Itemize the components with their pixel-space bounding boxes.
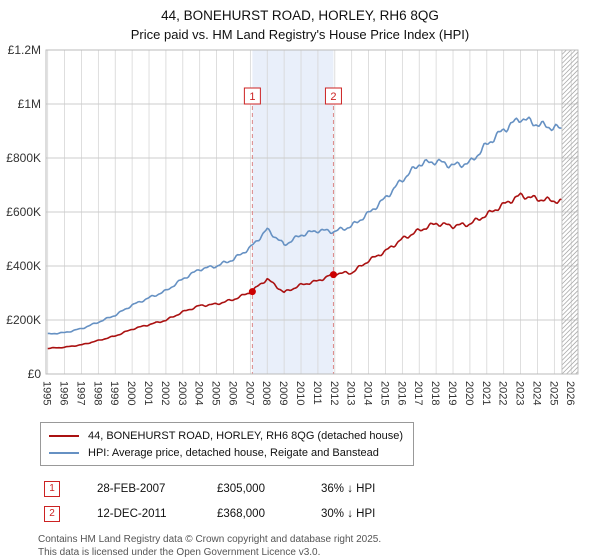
property-price-line — [47, 192, 562, 350]
x-tick-label: 2005 — [210, 381, 222, 405]
footer-line-1: Contains HM Land Registry data © Crown c… — [38, 534, 382, 546]
x-tick-label: 2023 — [514, 381, 526, 405]
x-tick-label: 2018 — [429, 381, 441, 405]
y-tick-label: £800K — [6, 151, 41, 165]
x-tick-label: 1999 — [108, 381, 120, 405]
x-tick-label: 2021 — [480, 381, 492, 405]
x-tick-label: 2019 — [446, 381, 458, 405]
chart-legend: 44, BONEHURST ROAD, HORLEY, RH6 8QG (det… — [40, 422, 415, 467]
sale-flag-box — [324, 87, 342, 105]
x-tick-label: 2026 — [564, 381, 576, 405]
sale-2-marker: 2 — [44, 505, 60, 522]
footer-line-2: This data is licensed under the Open Gov… — [38, 547, 321, 559]
y-tick-label: £600K — [6, 205, 41, 219]
sale-1-date: 28-FEB-2007 — [97, 482, 166, 495]
y-tick-label: £200K — [6, 313, 41, 327]
y-tick-label: £0 — [28, 367, 42, 381]
page-title: 44, BONEHURST ROAD, HORLEY, RH6 8QG — [161, 8, 439, 23]
x-tick-label: 2007 — [243, 381, 255, 405]
y-tick-label: £1.2M — [8, 44, 41, 57]
x-tick-label: 2006 — [226, 381, 238, 405]
x-tick-label: 2003 — [176, 381, 188, 405]
x-tick-label: 1995 — [41, 381, 53, 405]
license-footer: Contains HM Land Registry data © Crown c… — [38, 533, 600, 559]
sale-flag-box — [243, 87, 261, 105]
x-tick-label: 2015 — [378, 381, 390, 405]
x-tick-label: 2011 — [311, 381, 323, 405]
sale-1-price: £305,000 — [217, 482, 265, 495]
sale-flag-number: 2 — [330, 91, 336, 103]
x-tick-label: 2008 — [260, 381, 272, 405]
page-subtitle: Price paid vs. HM Land Registry's House … — [130, 26, 470, 42]
sale-point-marker — [329, 271, 337, 279]
x-tick-label: 2016 — [395, 381, 407, 405]
x-tick-label: 2014 — [362, 381, 374, 405]
x-tick-label: 2001 — [142, 381, 154, 405]
y-tick-label: £400K — [6, 259, 41, 273]
x-tick-label: 2004 — [193, 381, 205, 405]
sale-annotations: 1 28-FEB-2007 £305,000 36% ↓ HPI 2 12-DE… — [0, 476, 600, 526]
sale-2-vs-hpi: 30% ↓ HPI — [321, 507, 376, 520]
legend-label-property: 44, BONEHURST ROAD, HORLEY, RH6 8QG (det… — [88, 429, 404, 442]
x-tick-label: 2024 — [530, 381, 542, 405]
property-line-swatch — [49, 434, 79, 437]
sale-row-2: 2 12-DEC-2011 £368,000 30% ↓ HPI — [44, 501, 600, 526]
sale-flag-number: 1 — [249, 91, 255, 103]
x-tick-label: 2020 — [463, 381, 475, 405]
x-tick-label: 2017 — [412, 381, 424, 405]
x-tick-label: 2009 — [277, 381, 289, 405]
x-tick-label: 2002 — [159, 381, 171, 405]
sale-point-marker — [248, 288, 256, 296]
title-block: 44, BONEHURST ROAD, HORLEY, RH6 8QG Pric… — [0, 0, 600, 44]
sale-row-1: 1 28-FEB-2007 £305,000 36% ↓ HPI — [44, 476, 600, 501]
price-history-chart: 1995 1996 1997 1998 1999 2000 2001 2002 2003 2004… — [6, 44, 579, 406]
hpi-line-swatch — [49, 451, 79, 454]
hpi-line — [47, 116, 562, 336]
sale-1-vs-hpi: 36% ↓ HPI — [321, 482, 376, 495]
legend-label-hpi: HPI: Average price, detached house, Reig… — [88, 446, 379, 459]
x-tick-label: 2000 — [125, 381, 137, 405]
y-tick-label: £1M — [18, 97, 41, 111]
x-tick-label: 1998 — [91, 381, 103, 405]
x-tick-label: 1997 — [74, 381, 86, 405]
sale-1-marker: 1 — [44, 480, 60, 497]
x-tick-label: 2012 — [328, 381, 340, 405]
legend-item-hpi: HPI: Average price, detached house, Reig… — [49, 444, 403, 461]
legend-item-property: 44, BONEHURST ROAD, HORLEY, RH6 8QG (det… — [49, 427, 403, 444]
x-tick-label: 1996 — [58, 381, 70, 405]
sale-2-date: 12-DEC-2011 — [97, 507, 167, 520]
x-tick-label: 2025 — [547, 381, 559, 405]
sale-2-price: £368,000 — [217, 507, 265, 520]
x-tick-label: 2022 — [497, 381, 509, 405]
x-tick-label: 2013 — [345, 381, 357, 405]
x-tick-label: 2010 — [294, 381, 306, 405]
